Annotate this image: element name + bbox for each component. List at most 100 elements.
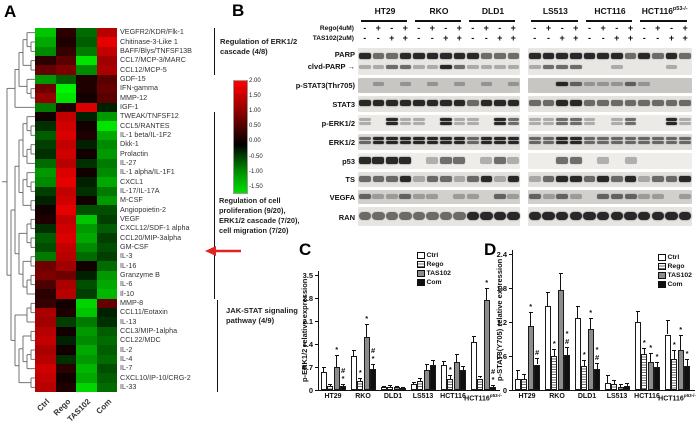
blot-band [466,212,479,220]
treatment-sign: - [560,22,564,33]
heatmap-cell [35,65,56,75]
error-bar-cap [672,350,677,352]
blot-band [597,137,609,140]
heatmap-cell [55,261,76,271]
blot-band [637,212,651,220]
blot-band [556,137,568,140]
heatmap-cell [76,382,97,393]
blot-band [569,157,582,164]
error-bar [462,365,464,370]
blot-band [413,137,425,140]
error-bar-cap [635,310,641,312]
heatmap-cell [76,130,97,141]
blot-band [665,212,678,220]
cluster-bar-top [214,28,215,75]
error-bar [336,355,338,367]
treatment-sign: + [483,22,489,33]
blot-band [440,65,452,69]
error-bar-cap [394,385,399,387]
blot-band [679,122,691,125]
heatmap-cell [35,317,56,327]
heatmap-cell [55,93,76,103]
blot-strip [528,115,692,131]
bar [624,386,630,390]
heatmap-cell [96,196,117,206]
blot-band [556,194,569,199]
gene-label: Dkk-1 [120,139,139,149]
significance-mark: * [582,350,586,359]
significance-mark: * [589,308,593,317]
heatmap-cell [35,224,56,234]
heatmap-cell [76,196,97,206]
blot-band [583,118,596,121]
treatment-sign: - [615,22,619,33]
significance-mark: * [565,328,569,338]
blot-band [556,100,568,106]
blot-band [611,137,623,140]
significance-mark: # [565,336,570,346]
bar [400,388,406,391]
heatmap-cell [35,196,56,206]
error-bar [667,320,669,335]
heatmap-cell [55,224,76,234]
blot-band [493,194,506,199]
heatmap-cell [96,261,117,271]
blot-band [413,53,425,59]
heatmap-cell [96,158,117,169]
blot-band [440,53,452,59]
heatmap-cell [96,364,117,374]
error-bar-cap [478,375,483,377]
heatmap-cell [96,112,117,122]
heatmap-cell [76,270,97,281]
heatmap-cell [96,46,117,57]
blot-band [386,176,398,182]
treatment-sign: + [627,32,634,43]
significance-mark: * [672,340,676,350]
treatment-sign: + [389,32,395,43]
blot-band [426,176,438,182]
error-bar [372,363,374,369]
blot-band [399,194,412,199]
heatmap-cell [55,65,76,75]
error-bar-cap [545,292,551,293]
legend: Ctrl Rego TAS102 Com [417,251,451,287]
error-bar-cap [678,334,683,336]
blot-band [665,53,678,59]
error-bar [607,374,609,384]
heatmap-cell [35,270,56,281]
bar [471,342,477,390]
y-tick [508,390,512,391]
legend-swatch [658,271,666,280]
blot-band [359,137,371,140]
error-bar [323,367,325,372]
blot-band [652,137,664,140]
y-tick-label: 3.5 [302,270,313,280]
heatmap-cell [35,121,56,131]
blot-band [453,122,465,125]
blot-label: clvd-PARP → [307,62,355,71]
blot-band [542,53,555,59]
error-bar-cap [522,374,527,376]
heatmap-cell [96,93,117,103]
blot-band [679,141,691,144]
heatmap-cell [55,84,76,94]
cell-line-header: DLD1 [481,6,505,16]
heatmap-cell [35,326,56,337]
heatmap-cell [96,345,117,355]
error-bar [449,375,451,380]
blot-band [480,82,492,86]
heatmap-cell [35,214,56,225]
significance-mark: * [642,337,646,347]
heatmap-cell [76,28,97,38]
bar [671,358,678,390]
heatmap-cell [96,186,117,197]
gene-label: CCL20/MIP-3alpha [120,232,182,242]
heatmap-cell [76,158,97,169]
x-category-label: RKO [549,393,565,400]
row-dendrogram [2,32,35,388]
error-bar-cap [515,370,521,372]
blot-strip [528,96,692,112]
bar [417,380,424,390]
heatmap-cell [35,252,56,262]
blot-band [372,194,385,199]
